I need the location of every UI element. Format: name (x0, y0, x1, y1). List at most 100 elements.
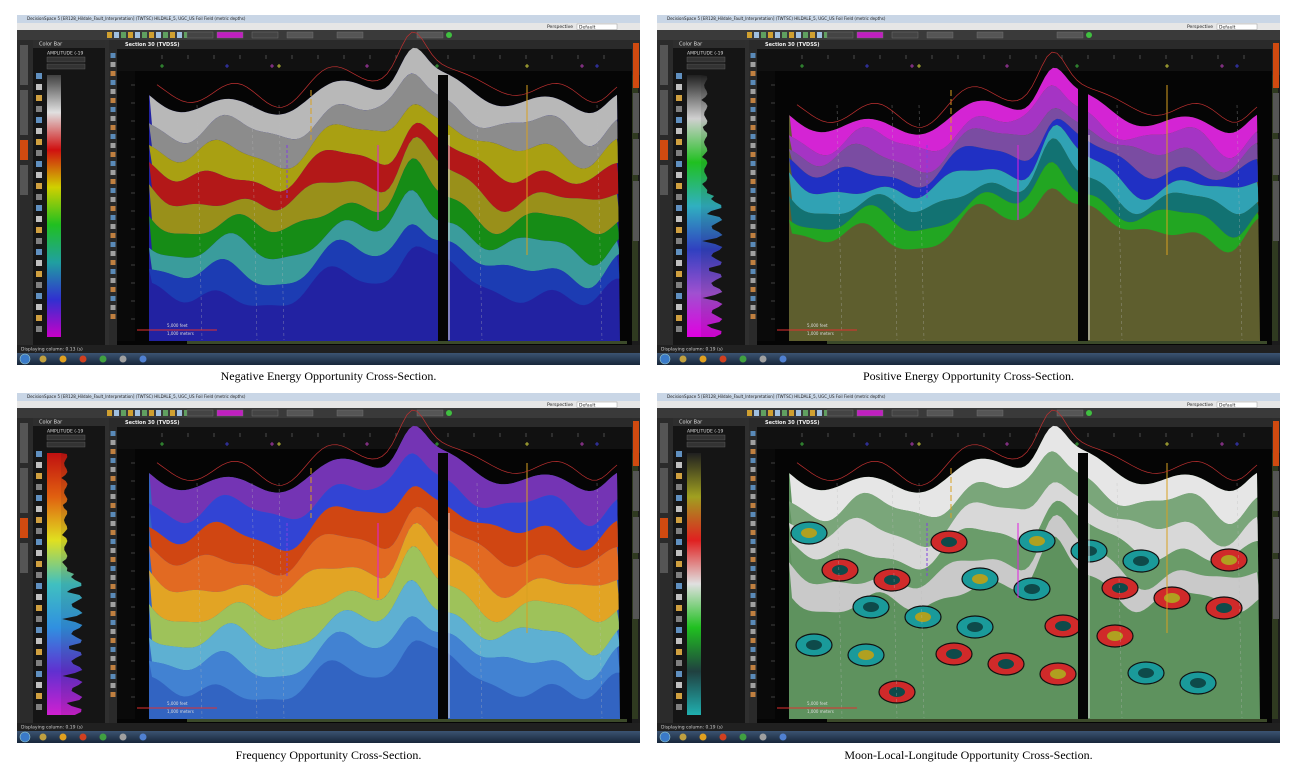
attribute-field (686, 434, 726, 441)
blob-core (1112, 583, 1128, 593)
colorbar-icon (36, 117, 42, 123)
well-marker (580, 64, 584, 68)
tool-icon (768, 32, 773, 38)
well-marker (277, 442, 281, 446)
tool-icon (789, 410, 794, 416)
tool-icon (803, 32, 808, 38)
horizon-band (149, 190, 620, 289)
colorbar-icon (676, 128, 682, 134)
colorbar-title: Color Bar (679, 42, 703, 48)
well-marker (435, 442, 439, 446)
view-tool (750, 251, 756, 256)
taskbar-icon (139, 733, 147, 741)
taskbar-icon (699, 355, 707, 363)
colorbar-icon (676, 616, 682, 622)
section-title: Section 30 (TVDSS) (765, 420, 819, 426)
view-tool (750, 647, 756, 652)
toolbar-field (891, 409, 919, 417)
toolbar-field (336, 409, 364, 417)
fault-gap (1078, 75, 1088, 345)
well-marker (435, 64, 439, 68)
perspective-value: Default (579, 402, 596, 408)
screenshot: DecisionSpace 5 [ER128_Hildale_Fault_Int… (657, 15, 1280, 365)
taskbar (17, 353, 640, 365)
view-tool (110, 485, 116, 490)
view-tool (750, 188, 756, 193)
view-tool (110, 593, 116, 598)
sidebar-tab (20, 165, 28, 195)
taskbar-icon (59, 355, 67, 363)
taskbar-icon (119, 355, 127, 363)
fault-gap (1078, 453, 1088, 723)
horizon-band (789, 482, 1260, 570)
taskbar-icon (759, 733, 767, 741)
taskbar-icon (739, 355, 747, 363)
section-title: Section 30 (TVDSS) (125, 42, 179, 48)
view-tool (110, 467, 116, 472)
blob-core (1216, 603, 1232, 613)
tool-icon (761, 32, 766, 38)
view-tool (110, 107, 116, 112)
view-tool (110, 305, 116, 310)
well-marker (595, 442, 599, 446)
tool-icon (782, 32, 787, 38)
view-tool (750, 98, 756, 103)
colorbar-title: Color Bar (39, 420, 63, 426)
colorbar-icon (676, 260, 682, 266)
toolbar-field (926, 409, 954, 417)
title-bar (17, 393, 640, 401)
colorbar-header (673, 40, 747, 48)
section (149, 47, 620, 342)
section-title: Section 30 (TVDSS) (765, 42, 819, 48)
colorbar-icon (676, 539, 682, 545)
well-marker (1220, 64, 1224, 68)
horizon-band (149, 453, 620, 551)
colorbar-icon (36, 627, 42, 633)
attribute-field (46, 441, 86, 448)
view-tool (110, 656, 116, 661)
trace-line (796, 51, 1258, 128)
tool-icon (128, 32, 133, 38)
tool-icon (177, 32, 182, 38)
horizon-band (149, 522, 620, 623)
colorbar-title: Color Bar (39, 42, 63, 48)
taskbar-icon (739, 733, 747, 741)
perspective-label: Perspective (1187, 24, 1213, 30)
h-scroll (827, 341, 1267, 344)
view-tool (750, 476, 756, 481)
view-tool (750, 449, 756, 454)
attribute-label: AMPLITUDE (-19 (687, 429, 724, 435)
colorbar-icon (676, 150, 682, 156)
view-tool (750, 683, 756, 688)
horizon-band (149, 506, 620, 598)
window-title: DecisionSpace 5 [ER128_Hildale_Fault_Int… (667, 394, 886, 399)
colorbar-header (33, 418, 107, 426)
scale-feet: 5,000 feet (167, 323, 188, 328)
status-bar (657, 723, 1280, 731)
blob-core (1221, 555, 1237, 565)
sidebar-tab (660, 165, 668, 195)
colorbar-strip (47, 453, 61, 715)
colorbar-icon (676, 183, 682, 189)
colorbar-icon (676, 682, 682, 688)
colorbar-icon (36, 451, 42, 457)
tool-icon (156, 410, 161, 416)
attribute-field (46, 434, 86, 441)
sidebar-tab (20, 90, 28, 135)
sidebar-tab (20, 140, 28, 160)
sidebar-tab (20, 543, 28, 573)
view-tool (110, 494, 116, 499)
right-tab (633, 559, 639, 619)
colorbar-icon (676, 84, 682, 90)
taskbar-icon (79, 733, 87, 741)
toolbar-field (336, 31, 364, 39)
right-tab (1273, 139, 1279, 175)
section (789, 425, 1260, 720)
view-tool (110, 557, 116, 562)
colorbar-icon (676, 73, 682, 79)
blob-core (1138, 668, 1154, 678)
menu-bar (17, 401, 640, 408)
colorbar-icon (36, 539, 42, 545)
tool-icon (142, 410, 147, 416)
colorbar-icon (676, 282, 682, 288)
